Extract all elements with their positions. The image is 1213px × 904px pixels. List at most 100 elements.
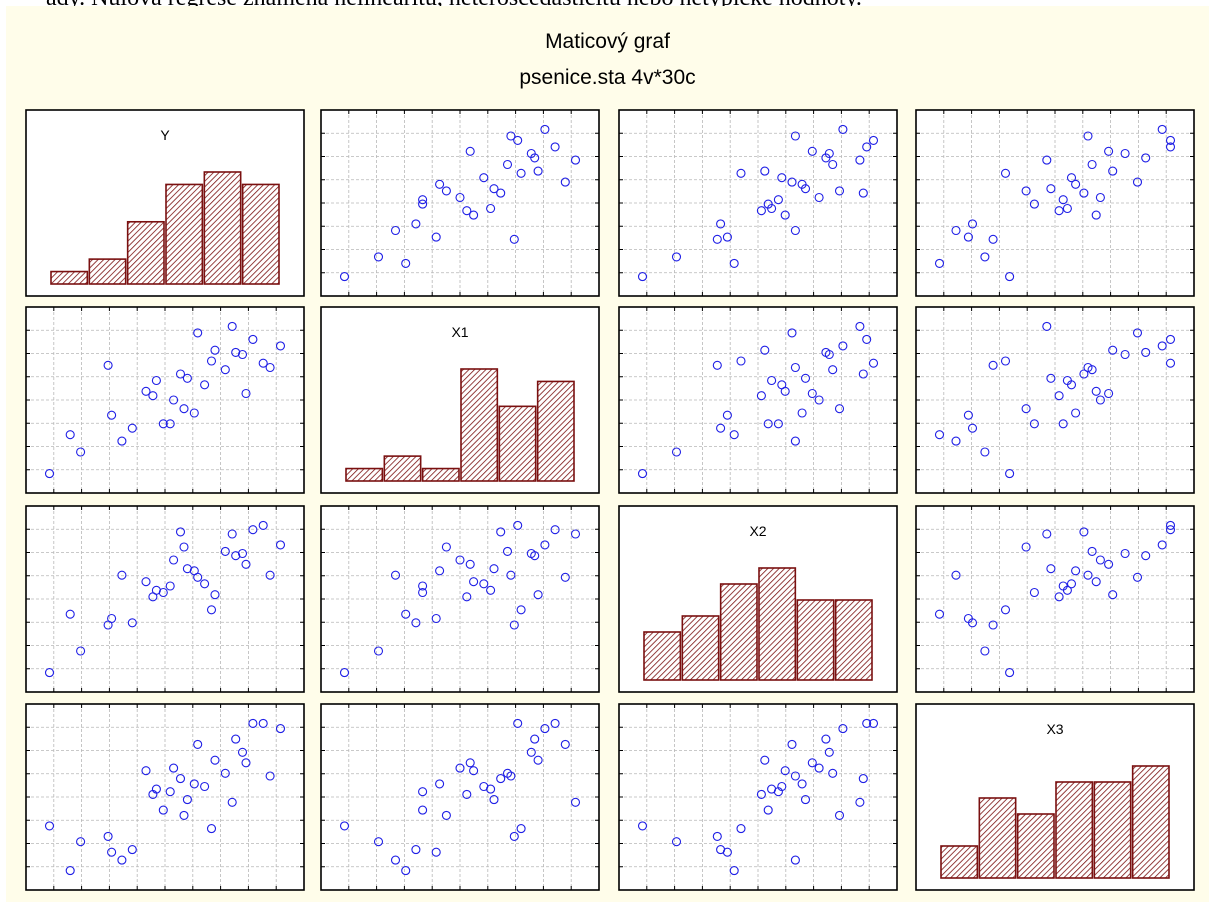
scatter-point — [790, 855, 800, 865]
scatter-point — [117, 570, 127, 580]
scatter-point — [127, 618, 137, 628]
histogram-bar — [834, 599, 873, 681]
scatter-point — [1091, 386, 1101, 396]
scatter-point — [502, 768, 513, 778]
scatter-point — [182, 564, 192, 574]
scatter-point — [570, 797, 581, 807]
scatter-point — [550, 142, 560, 152]
scatter-point — [780, 386, 790, 396]
scatter-point — [206, 356, 217, 366]
scatter-point — [1104, 559, 1114, 569]
scatter-point — [455, 763, 465, 773]
scatter-point — [462, 592, 472, 602]
chart-subtitle: psenice.sta 4v*30c — [519, 66, 696, 89]
scatter-point — [858, 369, 868, 379]
histogram-bar — [460, 368, 499, 482]
variable-label-x1: X1 — [451, 324, 468, 340]
histogram-bar — [126, 220, 165, 285]
scatter-point — [777, 173, 787, 183]
scatter-point — [1079, 188, 1089, 198]
scatter-point — [117, 855, 127, 865]
scatter-point — [787, 177, 797, 187]
scatter-point — [455, 555, 465, 565]
scatter-point — [275, 341, 286, 351]
histogram-bar — [203, 171, 242, 285]
histogram-bar — [681, 615, 720, 681]
scatter-point — [237, 349, 248, 360]
scatter-point — [418, 581, 428, 591]
scatter-point — [1005, 469, 1015, 479]
scatter-point — [570, 529, 581, 539]
scatter-point — [1091, 577, 1101, 587]
scatter-point — [1087, 159, 1097, 170]
caption-text: ady. Nulová regrese znamená nelinearitu,… — [46, 0, 1206, 10]
scatter-point — [220, 546, 230, 556]
scatter-point — [275, 540, 286, 550]
scatter-point — [1021, 542, 1031, 552]
scatter-point — [65, 609, 75, 619]
scatter-point — [418, 787, 428, 797]
cell-frame — [915, 505, 1195, 693]
scatter-point — [210, 345, 220, 355]
scatter-point — [807, 146, 817, 156]
chart-title: Maticový graf — [545, 30, 670, 53]
scatter-point — [756, 789, 766, 799]
scatter-point — [401, 258, 411, 268]
scatter-point — [516, 824, 526, 834]
scatter-point — [1005, 272, 1015, 282]
scatter-point — [486, 585, 496, 595]
scatter-point — [797, 408, 807, 418]
scatter-point — [767, 784, 777, 794]
histogram-bar — [719, 583, 758, 681]
scatter-point — [1165, 525, 1176, 535]
scatter-point — [248, 334, 258, 344]
scatter-point — [179, 542, 189, 552]
scatter-point — [258, 718, 268, 728]
scatter-point — [712, 234, 722, 244]
scatter-point — [787, 739, 797, 749]
scatter-point — [862, 718, 872, 728]
scatter-point — [807, 388, 817, 399]
scatter-point — [814, 395, 824, 405]
scatter-point — [76, 646, 86, 656]
variable-label-y: Y — [160, 127, 170, 143]
scatter-point — [934, 258, 945, 268]
scatter-point — [821, 153, 831, 163]
scatter-point — [1054, 592, 1064, 602]
scatter-point — [934, 609, 945, 619]
scatter-point — [241, 388, 251, 399]
scatter-point — [158, 587, 168, 598]
scatter-point — [65, 430, 75, 440]
scatter-point — [469, 577, 479, 587]
scatter-point — [1029, 419, 1039, 429]
scatter-point — [151, 784, 161, 794]
matrix-cell-x3-y — [25, 703, 305, 891]
cell-frame — [25, 505, 305, 693]
histogram-bar — [940, 845, 979, 879]
scatter-point — [821, 734, 831, 744]
matrix-cell-x3-x1 — [320, 703, 600, 891]
scatter-point — [65, 866, 75, 876]
scatter-point — [435, 566, 445, 576]
scatter-point — [103, 620, 113, 630]
scatter-point — [716, 219, 726, 229]
scatter-point — [777, 781, 787, 792]
scatter-point — [834, 404, 845, 414]
scatter-point — [814, 192, 824, 203]
scatter-point — [175, 369, 186, 379]
scatter-point — [828, 365, 838, 375]
scatter-point — [560, 572, 570, 582]
scatter-point — [1071, 566, 1081, 576]
scatter-point — [275, 724, 286, 734]
histogram-bar — [978, 797, 1017, 879]
histogram-bar — [796, 599, 835, 681]
scatter-point — [462, 789, 472, 799]
variable-label-x3: X3 — [1046, 721, 1063, 737]
scatter-point — [767, 203, 777, 214]
scatter-point — [780, 210, 790, 220]
scatter-point — [193, 572, 203, 582]
scatter-point — [227, 529, 237, 539]
scatter-point — [1141, 347, 1151, 357]
scatter-point — [530, 153, 540, 163]
scatter-point — [1042, 155, 1052, 165]
